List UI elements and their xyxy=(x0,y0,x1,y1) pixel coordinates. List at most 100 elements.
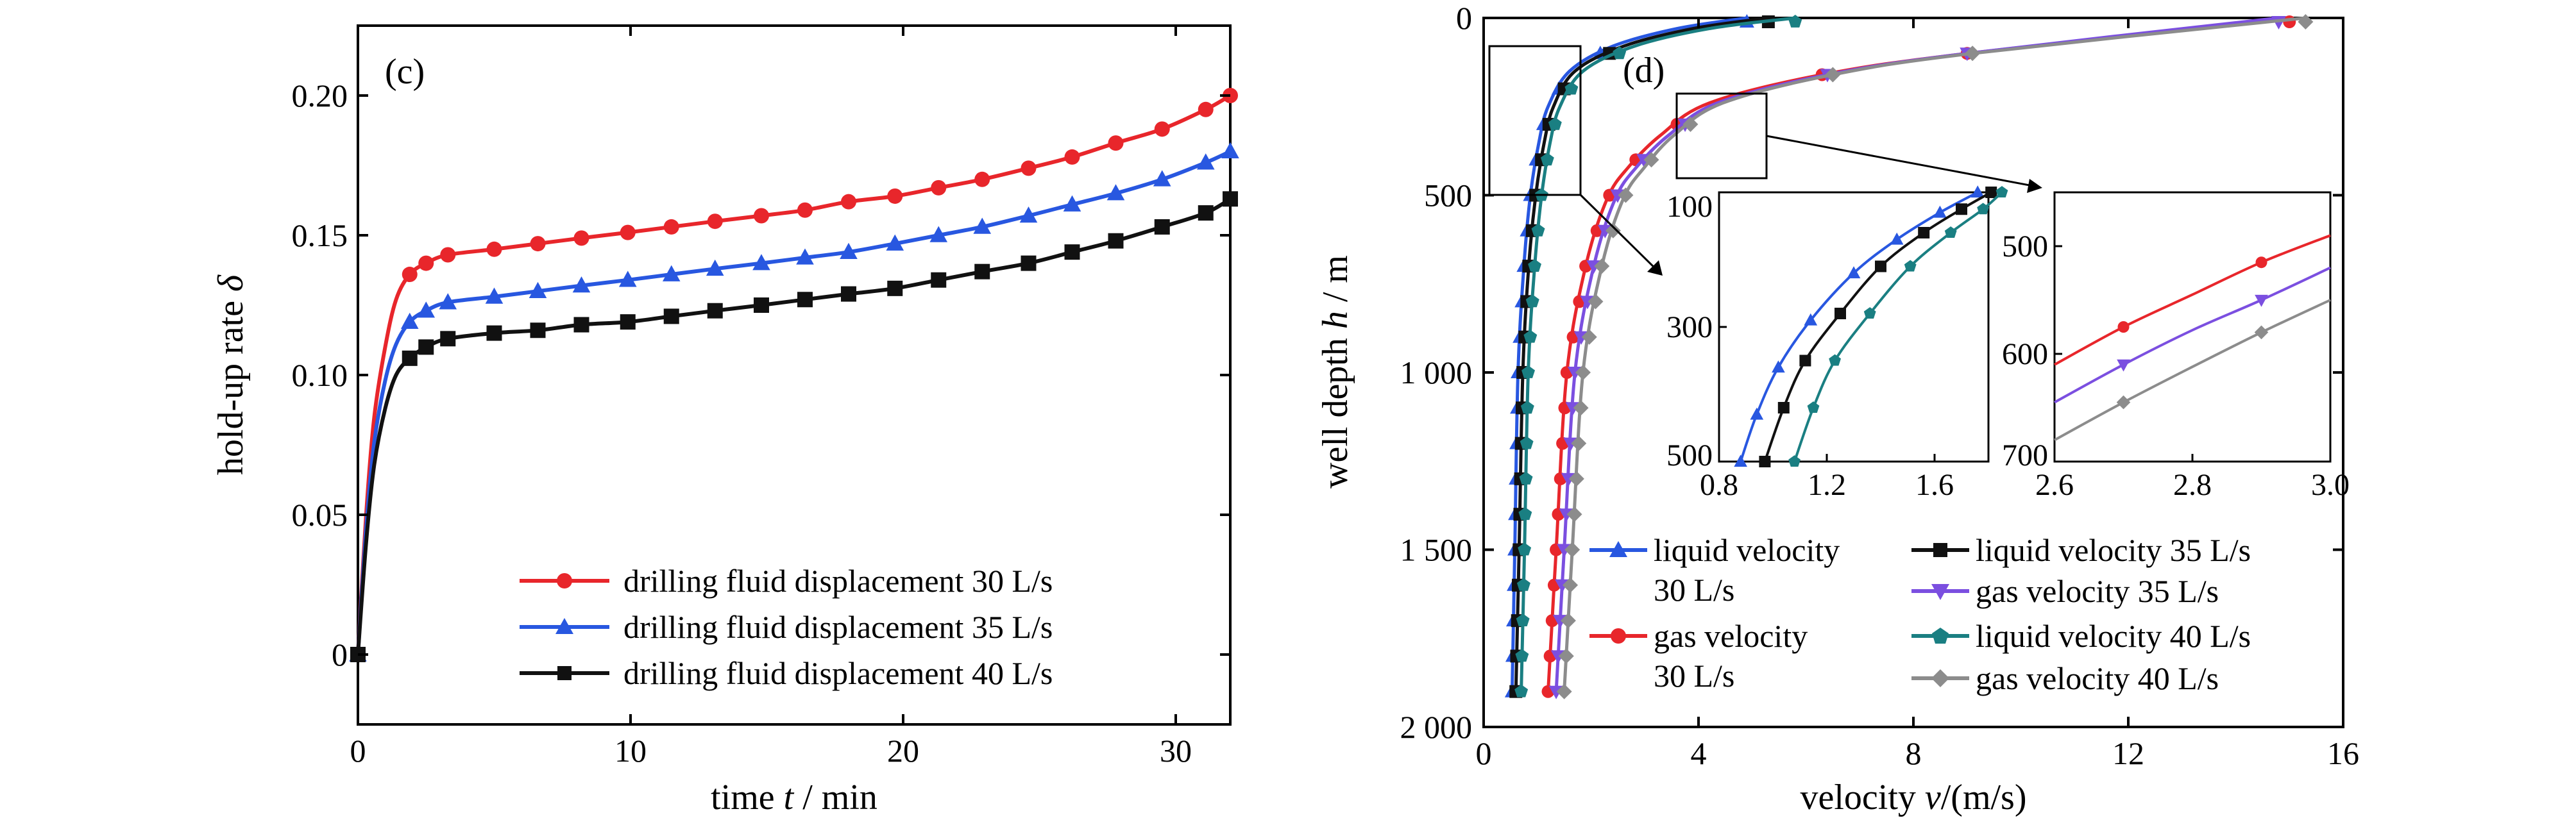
data-point-c-2-12 xyxy=(663,308,679,324)
legend-label-d-liquid-30-line2: 30 L/s xyxy=(1654,572,1734,608)
data-point-c-0-17 xyxy=(887,188,903,204)
inset-line-1-2 xyxy=(2054,299,2331,442)
inset-point-0-1-3 xyxy=(1835,308,1846,319)
inset-y-tick-label-0-1: 300 xyxy=(1666,310,1713,344)
data-point-c-2-23 xyxy=(1154,219,1170,235)
data-point-c-2-9 xyxy=(530,322,546,338)
data-point-d-5-11 xyxy=(1588,294,1604,310)
series-group-d xyxy=(1504,14,2314,699)
data-point-c-2-20 xyxy=(1021,255,1037,271)
data-point-c-0-10 xyxy=(573,230,589,246)
y-tick-label-c-1: 0.05 xyxy=(292,497,348,533)
inset-point-0-0-5 xyxy=(1890,232,1904,245)
data-point-d-5-10 xyxy=(1581,329,1597,345)
data-point-c-2-15 xyxy=(797,292,813,308)
data-point-d-5-100 xyxy=(1965,46,1981,62)
data-point-d-5-0 xyxy=(1556,683,1572,699)
y-tick-label-d-3: 1 500 xyxy=(1400,532,1473,568)
inset-point-0-1-7 xyxy=(1985,187,1997,198)
legend-item-d-liquid-30: liquid velocity 30 L/s xyxy=(1589,532,1840,608)
data-point-c-2-19 xyxy=(974,263,990,280)
data-point-d-2-17 xyxy=(1564,81,1579,95)
data-point-c-1-12 xyxy=(662,265,681,281)
inset-point-0-1-0 xyxy=(1759,456,1771,467)
data-point-c-1-17 xyxy=(886,234,904,251)
data-point-d-5-12 xyxy=(1594,258,1610,274)
inset-point-1-2-1 xyxy=(2116,395,2131,410)
inset-point-0-1-2 xyxy=(1799,355,1811,367)
inset-series-0-0 xyxy=(1734,185,1985,467)
series-group-c xyxy=(349,88,1239,662)
data-point-d-5-7 xyxy=(1571,435,1587,451)
data-point-c-0-12 xyxy=(663,219,679,235)
data-point-c-1-22 xyxy=(1106,184,1125,201)
data-point-c-2-8 xyxy=(486,325,502,341)
legend-item-d-gas-40: gas velocity 40 L/s xyxy=(1911,660,2219,696)
data-point-d-2-top xyxy=(1788,15,1802,28)
inset-point-1-0-1 xyxy=(2117,321,2130,333)
data-point-d-5-4 xyxy=(1564,542,1580,558)
data-point-d-2-16 xyxy=(1548,117,1562,130)
data-point-c-2-5 xyxy=(402,350,418,366)
data-point-c-1-11 xyxy=(618,271,637,287)
data-point-d-5-16 xyxy=(1682,116,1699,132)
data-point-c-1-8 xyxy=(485,287,504,304)
x-axis-title-c: time t / min xyxy=(711,778,877,817)
inset-point-0-0-6 xyxy=(1933,205,1947,218)
legend-c: drilling fluid displacement 30 L/s drill… xyxy=(520,563,1053,691)
data-point-d-2-18 xyxy=(1613,46,1627,60)
data-point-d-5-2 xyxy=(1560,613,1576,629)
y-tick-label-d-2: 1 000 xyxy=(1400,355,1473,390)
x-tick-label-d-2: 8 xyxy=(1906,735,1922,771)
inset-x-tick-label-0-0: 0.8 xyxy=(1700,468,1738,502)
x-tick-label-d-0: 0 xyxy=(1476,735,1492,771)
data-point-d-2-15 xyxy=(1540,153,1554,166)
data-point-d-5-8 xyxy=(1573,400,1589,416)
zoom-arrow-liquid xyxy=(1579,194,1663,276)
inset-y-tick-label-0-2: 500 xyxy=(1666,438,1713,472)
inset-frame-liquid xyxy=(1718,191,1990,463)
data-point-c-1-13 xyxy=(706,259,724,276)
data-point-d-2-5 xyxy=(1518,507,1532,521)
inset-point-0-2-4 xyxy=(1904,260,1917,272)
series-line-d-1 xyxy=(1514,16,1769,692)
y-tick-label-c-3: 0.15 xyxy=(292,217,348,253)
data-point-d-2-7 xyxy=(1520,436,1534,449)
data-point-d-2-3 xyxy=(1516,578,1530,591)
inset-x-tick-label-0-2: 1.6 xyxy=(1915,468,1954,502)
inset-point-0-1-4 xyxy=(1875,260,1886,272)
data-point-d-2-13 xyxy=(1531,223,1545,237)
x-tick-label-c-0: 0 xyxy=(350,733,366,769)
y-tick-label-d-1: 500 xyxy=(1424,178,1472,213)
legend-d: liquid velocity 30 L/s gas velocity 30 L… xyxy=(1589,532,2251,696)
inset-series-0-2 xyxy=(1788,186,2008,467)
zoom-arrow-gas xyxy=(1766,135,2040,188)
series-line-d-2 xyxy=(1520,16,1796,692)
inset-series-1-0 xyxy=(2054,234,2331,366)
legend-item-c-40: drilling fluid displacement 40 L/s xyxy=(520,655,1053,691)
data-point-d-5-3 xyxy=(1563,577,1579,593)
series-line-c-1 xyxy=(356,149,1232,655)
data-point-c-2-24 xyxy=(1198,205,1214,221)
data-point-c-0-23 xyxy=(1154,121,1170,137)
data-point-c-2-6 xyxy=(418,339,434,355)
data-point-c-0-13 xyxy=(707,213,723,230)
legend-label-d-liquid-35: liquid velocity 35 L/s xyxy=(1976,532,2251,568)
data-point-c-1-14 xyxy=(752,254,770,271)
data-point-c-2-14 xyxy=(754,297,769,313)
x-tick-label-d-3: 12 xyxy=(2112,735,2144,771)
data-point-d-5-15 xyxy=(1643,152,1659,168)
inset-x-tick-label-0-1: 1.2 xyxy=(1808,468,1846,502)
legend-label-c-40: drilling fluid displacement 40 L/s xyxy=(623,655,1053,691)
inset-gas: 2.6 2.8 3.0 500 600 700 xyxy=(2002,191,2350,502)
data-point-c-2-7 xyxy=(440,331,456,347)
inset-liquid: 0.8 1.2 1.6 100 300 500 xyxy=(1666,185,2008,502)
data-point-c-0-8 xyxy=(486,241,502,257)
legend-label-c-30: drilling fluid displacement 30 L/s xyxy=(623,563,1053,599)
y-tick-label-d-0: 0 xyxy=(1456,0,1472,36)
inset-point-0-2-3 xyxy=(1863,307,1876,319)
data-point-c-2-13 xyxy=(707,303,723,319)
data-point-c-1-7 xyxy=(439,293,457,310)
inset-point-1-1-3 xyxy=(2255,294,2268,307)
